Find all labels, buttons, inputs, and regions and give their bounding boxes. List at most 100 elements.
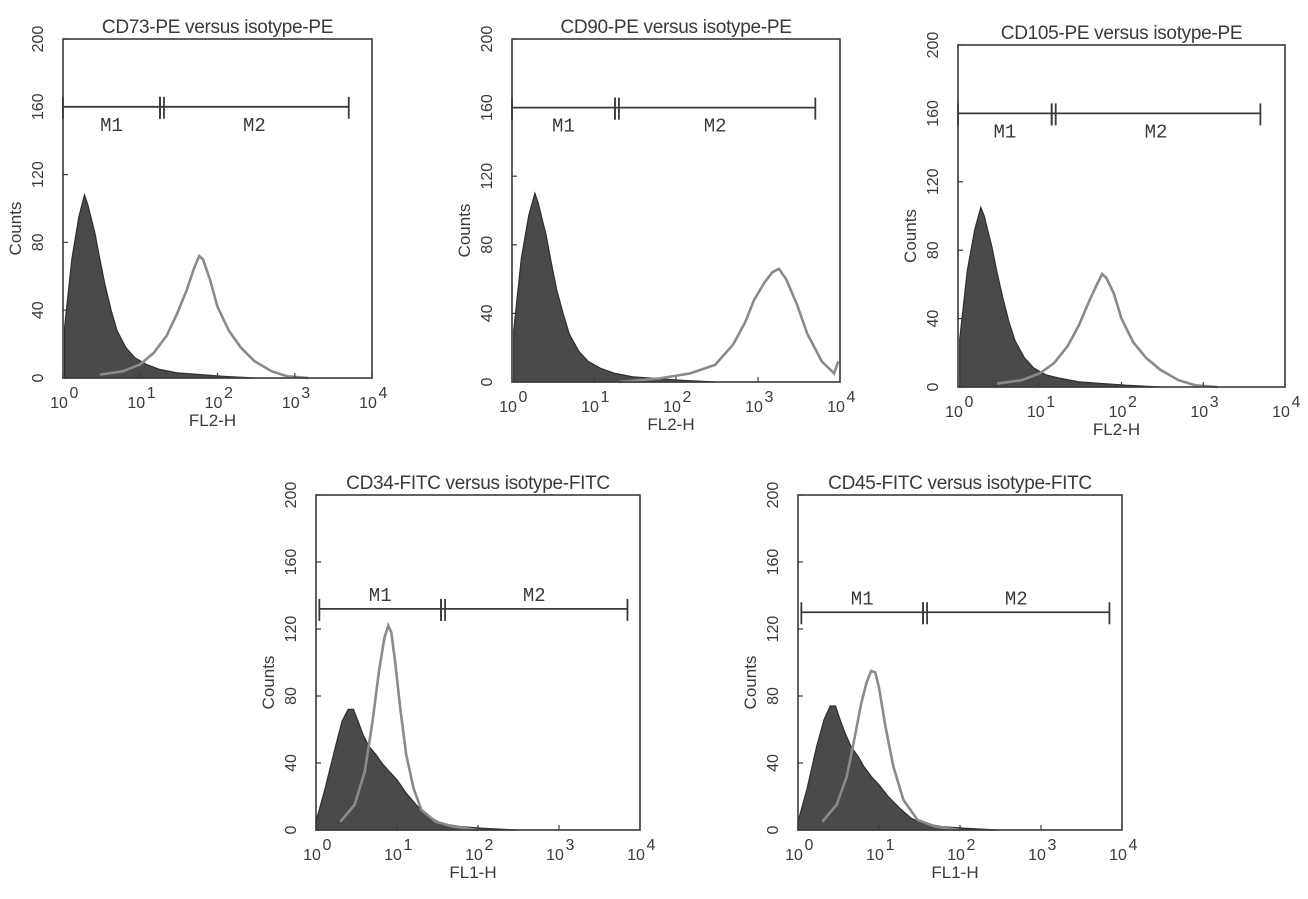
x-axis-label: FL1-H <box>931 863 978 882</box>
gate-label: M1 <box>851 588 874 610</box>
x-tick-label: 10 <box>465 847 483 864</box>
gate-label: M1 <box>552 116 575 138</box>
x-tick-label: 10 <box>1190 404 1208 421</box>
isotype-histogram <box>959 205 1161 388</box>
y-tick-label: 120 <box>30 161 47 188</box>
y-tick-label: 200 <box>283 482 300 509</box>
y-tick-label: 120 <box>479 163 496 190</box>
y-tick-label: 160 <box>283 549 300 576</box>
x-tick-exponent: 4 <box>847 389 856 406</box>
x-tick-exponent: 2 <box>1128 394 1137 411</box>
x-tick-exponent: 4 <box>379 385 388 402</box>
y-tick-label: 40 <box>30 301 47 319</box>
x-tick-exponent: 1 <box>1046 394 1055 411</box>
marker-histogram <box>996 272 1218 389</box>
x-tick-label: 10 <box>945 404 963 421</box>
x-tick-label: 10 <box>384 847 402 864</box>
isotype-histogram <box>797 705 999 831</box>
x-axis-label: FL2-H <box>189 411 236 430</box>
x-tick-exponent: 3 <box>1048 837 1057 854</box>
x-tick-label: 10 <box>499 399 517 416</box>
x-tick-label: 10 <box>827 399 845 416</box>
gate-label: M2 <box>1005 588 1028 610</box>
y-tick-label: 200 <box>479 26 496 53</box>
chart-title: CD34-FITC versus isotype-FITC <box>346 473 610 494</box>
x-tick-exponent: 0 <box>805 837 814 854</box>
gate-label: M2 <box>523 585 546 607</box>
x-tick-exponent: 0 <box>70 385 79 402</box>
x-tick-exponent: 2 <box>683 389 692 406</box>
gate-label: M1 <box>100 115 123 137</box>
y-tick-label: 200 <box>765 482 782 509</box>
isotype-histogram <box>513 191 716 383</box>
x-tick-label: 10 <box>1028 847 1046 864</box>
y-tick-label: 80 <box>283 687 300 705</box>
y-tick-label: 0 <box>925 382 942 391</box>
y-tick-label: 0 <box>283 825 300 834</box>
x-tick-exponent: 3 <box>566 837 575 854</box>
x-tick-label: 10 <box>581 399 599 416</box>
chart-title: CD45-FITC versus isotype-FITC <box>828 473 1092 494</box>
chart-title: CD90-PE versus isotype-PE <box>560 17 791 38</box>
y-axis-label: Counts <box>259 656 278 710</box>
chart-title: CD105-PE versus isotype-PE <box>1001 23 1242 44</box>
x-axis-label: FL1-H <box>449 863 496 882</box>
x-tick-exponent: 4 <box>1129 837 1138 854</box>
x-tick-label: 10 <box>127 395 145 412</box>
y-tick-label: 0 <box>30 373 47 382</box>
x-tick-exponent: 0 <box>323 837 332 854</box>
y-tick-label: 200 <box>925 32 942 59</box>
y-tick-label: 200 <box>30 26 47 53</box>
x-tick-label: 10 <box>282 395 300 412</box>
y-tick-label: 160 <box>30 93 47 120</box>
x-tick-exponent: 2 <box>967 837 976 854</box>
y-tick-label: 120 <box>283 616 300 643</box>
x-tick-exponent: 0 <box>519 389 528 406</box>
x-tick-exponent: 3 <box>1210 394 1219 411</box>
gate-label: M2 <box>1145 121 1168 143</box>
x-tick-label: 10 <box>663 399 681 416</box>
y-tick-label: 80 <box>479 236 496 254</box>
x-tick-exponent: 1 <box>601 389 610 406</box>
x-tick-label: 10 <box>303 847 321 864</box>
y-tick-label: 0 <box>765 825 782 834</box>
x-tick-label: 10 <box>1109 404 1127 421</box>
x-tick-label: 10 <box>947 847 965 864</box>
y-axis-label: Counts <box>901 209 920 263</box>
x-tick-exponent: 4 <box>1292 394 1301 411</box>
isotype-histogram <box>63 192 255 379</box>
y-tick-label: 80 <box>30 233 47 251</box>
x-tick-exponent: 1 <box>147 385 156 402</box>
y-axis-label: Counts <box>6 202 25 256</box>
gate-label: M2 <box>243 115 266 137</box>
isotype-histogram <box>315 708 517 831</box>
y-tick-label: 40 <box>283 754 300 772</box>
y-tick-label: 120 <box>925 168 942 195</box>
x-tick-label: 10 <box>745 399 763 416</box>
y-tick-label: 120 <box>765 616 782 643</box>
x-tick-exponent: 0 <box>965 394 974 411</box>
x-tick-label: 10 <box>785 847 803 864</box>
y-tick-label: 80 <box>765 687 782 705</box>
gate-label: M1 <box>369 585 392 607</box>
x-tick-label: 10 <box>1027 404 1045 421</box>
y-tick-label: 160 <box>479 94 496 121</box>
x-tick-exponent: 1 <box>404 837 413 854</box>
x-tick-label: 10 <box>627 847 645 864</box>
gate-label: M2 <box>704 116 727 138</box>
y-tick-label: 40 <box>479 304 496 322</box>
x-tick-exponent: 2 <box>485 837 494 854</box>
x-tick-label: 10 <box>50 395 68 412</box>
y-axis-label: Counts <box>455 204 474 258</box>
x-tick-exponent: 3 <box>765 389 774 406</box>
y-tick-label: 160 <box>765 549 782 576</box>
y-tick-label: 160 <box>925 100 942 127</box>
x-tick-label: 10 <box>359 395 377 412</box>
y-tick-label: 40 <box>765 754 782 772</box>
x-tick-exponent: 1 <box>886 837 895 854</box>
gate-label: M1 <box>993 121 1016 143</box>
